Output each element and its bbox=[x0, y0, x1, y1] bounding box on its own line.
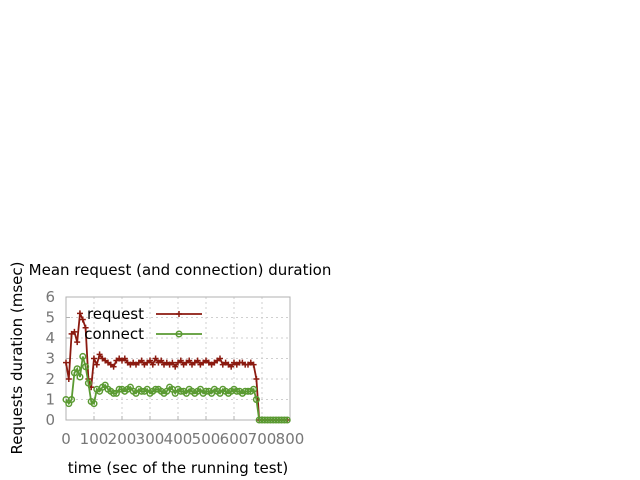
data-point-request bbox=[71, 328, 78, 335]
data-point-request bbox=[149, 361, 156, 368]
data-point-connect bbox=[250, 385, 258, 393]
data-point-request bbox=[91, 355, 97, 362]
y-tick-label: 4 bbox=[45, 329, 55, 347]
data-point-request bbox=[217, 355, 223, 362]
x-tick-label: 0 bbox=[61, 430, 71, 448]
series-connect bbox=[62, 352, 291, 424]
data-point-request bbox=[169, 359, 176, 366]
legend-label-request: request bbox=[87, 305, 144, 323]
data-point-request bbox=[194, 357, 201, 364]
y-tick-label: 0 bbox=[45, 411, 55, 429]
data-point-request bbox=[77, 310, 83, 317]
data-point-request bbox=[250, 361, 257, 368]
data-point-request bbox=[186, 357, 193, 364]
data-point-request bbox=[177, 357, 184, 364]
data-point-request bbox=[93, 361, 100, 368]
x-tick-label: 200 bbox=[108, 430, 137, 448]
data-point-connect bbox=[76, 373, 84, 381]
data-point-connect bbox=[90, 400, 98, 408]
data-point-request bbox=[79, 316, 86, 323]
data-point-connect bbox=[280, 416, 288, 424]
x-tick-label: 800 bbox=[276, 430, 305, 448]
data-point-request bbox=[65, 376, 72, 382]
data-point-request bbox=[63, 359, 69, 366]
data-point-request bbox=[121, 355, 128, 362]
x-axis-label: time (sec of the running test) bbox=[68, 459, 289, 477]
data-point-connect bbox=[79, 352, 87, 361]
legend: request connect bbox=[84, 305, 202, 343]
data-point-request bbox=[96, 351, 103, 358]
x-tick-label: 700 bbox=[248, 430, 277, 448]
y-axis-label: Requests duration (msec) bbox=[8, 261, 26, 454]
data-point-connect bbox=[252, 395, 260, 404]
series-layer bbox=[62, 309, 291, 424]
y-tick-label: 3 bbox=[45, 350, 55, 368]
data-point-request bbox=[74, 339, 81, 346]
data-point-request bbox=[138, 357, 145, 364]
chart-title: Mean request (and connection) duration bbox=[29, 261, 332, 279]
data-point-connect bbox=[283, 416, 291, 424]
x-tick-label: 500 bbox=[192, 430, 221, 448]
data-point-request bbox=[158, 357, 165, 364]
data-point-request bbox=[152, 355, 159, 362]
x-tick-label: 600 bbox=[220, 430, 249, 448]
data-point-connect bbox=[73, 365, 81, 373]
y-tick-label: 2 bbox=[45, 370, 55, 388]
y-tick-label: 5 bbox=[45, 309, 55, 327]
data-point-request bbox=[110, 363, 117, 370]
legend-marker-request bbox=[176, 311, 182, 317]
legend-label-connect: connect bbox=[84, 325, 144, 343]
y-tick-label: 6 bbox=[45, 288, 55, 306]
data-point-request bbox=[228, 363, 235, 370]
x-tick-label: 400 bbox=[164, 430, 193, 448]
legend-marker-connect bbox=[175, 330, 183, 338]
data-point-request bbox=[147, 357, 153, 364]
x-tick-label: 100 bbox=[80, 430, 109, 448]
y-tick-label: 1 bbox=[45, 391, 55, 409]
data-point-connect bbox=[110, 389, 118, 397]
data-point-request bbox=[172, 363, 179, 370]
data-point-request bbox=[253, 376, 260, 382]
data-point-connect bbox=[68, 395, 76, 404]
data-point-request bbox=[82, 324, 89, 331]
data-point-connect bbox=[84, 379, 92, 387]
x-tick-label: 300 bbox=[136, 430, 165, 448]
tick-labels: 0 100 200 300 400 500 600 700 800 0 1 2 3 4 5 6 bbox=[45, 288, 304, 448]
data-point-connect bbox=[82, 363, 90, 371]
